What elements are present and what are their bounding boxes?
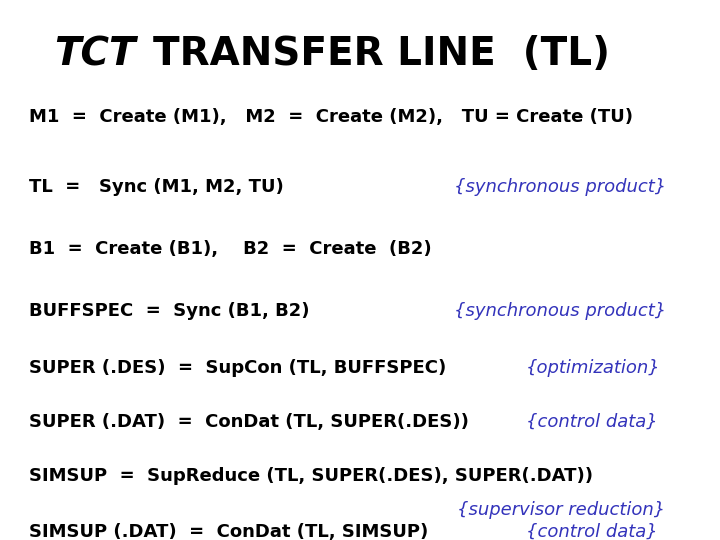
Text: TRANSFER LINE  (TL): TRANSFER LINE (TL) [126,35,610,73]
Text: BUFFSPEC  =  Sync (B1, B2): BUFFSPEC = Sync (B1, B2) [29,302,310,320]
Text: SIMSUP  =  SupReduce (TL, SUPER(.DES), SUPER(.DAT)): SIMSUP = SupReduce (TL, SUPER(.DES), SUP… [29,467,593,485]
Text: {optimization}: {optimization} [526,359,660,377]
Text: M1  =  Create (M1),   M2  =  Create (M2),   TU = Create (TU): M1 = Create (M1), M2 = Create (M2), TU =… [29,108,633,126]
Text: {control data}: {control data} [526,523,657,540]
Text: {supervisor reduction}: {supervisor reduction} [457,501,665,519]
Text: TL  =   Sync (M1, M2, TU): TL = Sync (M1, M2, TU) [29,178,284,196]
Text: SUPER (.DES)  =  SupCon (TL, BUFFSPEC): SUPER (.DES) = SupCon (TL, BUFFSPEC) [29,359,446,377]
Text: {synchronous product}: {synchronous product} [454,178,666,196]
Text: SUPER (.DAT)  =  ConDat (TL, SUPER(.DES)): SUPER (.DAT) = ConDat (TL, SUPER(.DES)) [29,413,469,431]
Text: B1  =  Create (B1),    B2  =  Create  (B2): B1 = Create (B1), B2 = Create (B2) [29,240,431,258]
Text: {synchronous product}: {synchronous product} [454,302,666,320]
Text: SIMSUP (.DAT)  =  ConDat (TL, SIMSUP): SIMSUP (.DAT) = ConDat (TL, SIMSUP) [29,523,428,540]
Text: TCT: TCT [54,35,135,73]
Text: {control data}: {control data} [526,413,657,431]
